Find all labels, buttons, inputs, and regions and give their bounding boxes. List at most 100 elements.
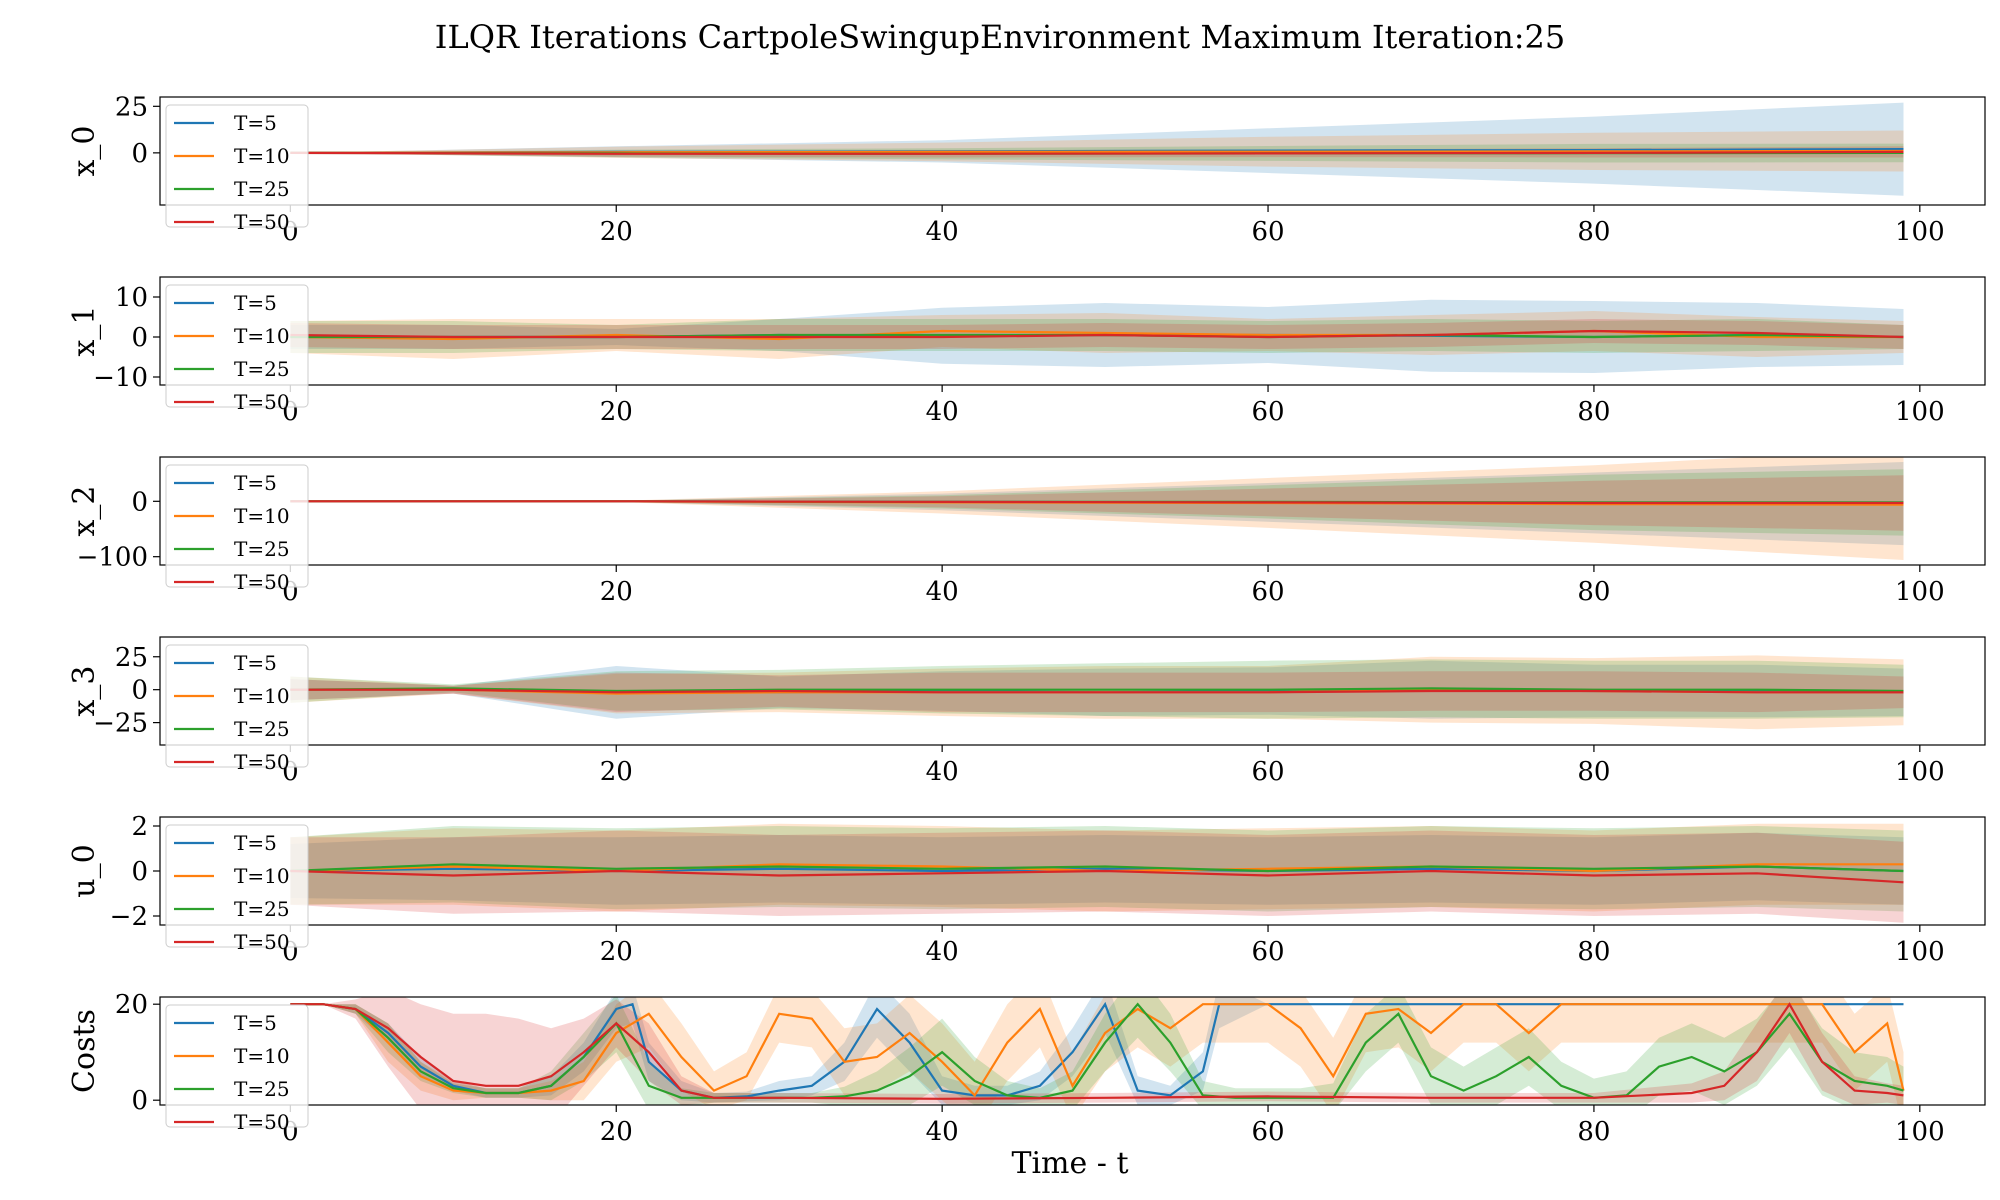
axes-frame: [159, 96, 1986, 206]
legend: T=5 T=10 T=25 T=50: [165, 824, 309, 954]
axes-frame: [159, 636, 1986, 746]
y-tick-label: −100: [77, 543, 148, 573]
chart-title: ILQR Iterations CartpoleSwingupEnvironme…: [435, 18, 1565, 56]
band-t-5: [290, 102, 1904, 196]
legend-label: T=10: [234, 864, 290, 888]
y-tick-label: 25: [115, 643, 148, 673]
line-t-25: [290, 1002, 1904, 1099]
legend-box: [165, 284, 309, 408]
legend-label: T=10: [234, 684, 290, 708]
y-axis-label: x_2: [67, 485, 102, 536]
legend: T=5 T=10 T=25 T=50: [165, 284, 309, 414]
y-axis-label: x_0: [67, 125, 102, 176]
x-tick-label: 100: [1895, 397, 1945, 427]
plot-area: [290, 823, 1904, 923]
x-tick-label: 40: [926, 937, 959, 967]
x-tick-label: 80: [1577, 757, 1610, 787]
x-tick-label: 40: [926, 577, 959, 607]
x-tick-label: 20: [600, 937, 633, 967]
x-tick-label: 80: [1577, 577, 1610, 607]
x-tick-label: 100: [1895, 217, 1945, 247]
x-tick-label: 80: [1577, 397, 1610, 427]
x-tick-label: 20: [600, 1117, 633, 1147]
x-tick-label: 100: [1895, 757, 1945, 787]
y-tick-label: 0: [131, 139, 148, 169]
legend-box: [165, 464, 309, 588]
x-tick-label: 60: [1251, 1117, 1284, 1147]
legend-label: T=25: [234, 177, 290, 201]
plot-area: [290, 655, 1904, 730]
band-t-50: [290, 830, 1904, 923]
axes-frame: [159, 276, 1986, 386]
legend-label: T=50: [234, 390, 290, 414]
legend: T=5 T=10 T=25 T=50: [165, 464, 309, 594]
x-tick-label: 100: [1895, 577, 1945, 607]
line-t-25: [290, 687, 1904, 693]
y-tick-label: 0: [131, 676, 148, 706]
legend: T=5 T=10 T=25 T=50: [165, 644, 309, 774]
y-tick-label: 0: [131, 487, 148, 517]
legend: T=5 T=10 T=25 T=50: [165, 1004, 309, 1134]
y-tick-label: 0: [131, 323, 148, 353]
line-t-50: [290, 329, 1904, 339]
axes-frame: [159, 996, 1986, 1106]
y-tick-label: 0: [131, 1086, 148, 1116]
legend-box: [165, 644, 309, 768]
x-tick-label: 60: [1251, 937, 1284, 967]
x-tick-label: 40: [926, 397, 959, 427]
x-tick-label: 40: [926, 1117, 959, 1147]
x-tick-label: 40: [926, 217, 959, 247]
plot-area: [290, 457, 1904, 560]
legend-label: T=5: [234, 1011, 277, 1035]
band-t-10: [290, 997, 1904, 1105]
legend-label: T=10: [234, 144, 290, 168]
x-tick-label: 100: [1895, 1117, 1945, 1147]
line-t-50: [290, 500, 1904, 505]
x-tick-label: 20: [600, 397, 633, 427]
legend-label: T=50: [234, 210, 290, 234]
line-t-50: [290, 869, 1904, 884]
legend-label: T=10: [234, 1044, 290, 1068]
legend-label: T=25: [234, 717, 290, 741]
x-tick-label: 20: [600, 757, 633, 787]
y-axis-label: x_1: [67, 305, 102, 356]
x-tick-label: 60: [1251, 397, 1284, 427]
band-t-5: [290, 997, 1904, 1105]
x-tick-label: 20: [600, 217, 633, 247]
legend-label: T=5: [234, 471, 277, 495]
legend: T=5 T=10 T=25 T=50: [165, 104, 309, 234]
band-t-50: [290, 997, 1904, 1105]
y-axis-label: u_0: [67, 844, 102, 897]
x-tick-label: 80: [1577, 937, 1610, 967]
y-tick-label: −2: [110, 902, 148, 932]
legend-label: T=25: [234, 537, 290, 561]
x-tick-label: 80: [1577, 1117, 1610, 1147]
legend-label: T=10: [234, 324, 290, 348]
line-t-25: [290, 863, 1904, 873]
plot-area: [290, 299, 1904, 373]
legend-label: T=10: [234, 504, 290, 528]
line-t-50: [290, 150, 1904, 155]
y-tick-label: 0: [131, 857, 148, 887]
y-tick-label: 20: [115, 990, 148, 1020]
band-t-25: [290, 997, 1904, 1105]
legend-label: T=50: [234, 570, 290, 594]
band-t-5: [290, 299, 1904, 373]
legend-label: T=50: [234, 750, 290, 774]
y-tick-label: −10: [93, 363, 148, 393]
y-axis-label: Costs: [67, 1009, 102, 1093]
legend-label: T=50: [234, 930, 290, 954]
x-tick-label: 60: [1251, 757, 1284, 787]
legend-box: [165, 104, 309, 228]
band-t-10: [290, 457, 1904, 560]
x-tick-label: 60: [1251, 217, 1284, 247]
y-tick-label: 10: [115, 283, 148, 313]
line-t-50: [290, 1002, 1904, 1100]
legend-label: T=25: [234, 357, 290, 381]
legend-label: T=5: [234, 831, 277, 855]
